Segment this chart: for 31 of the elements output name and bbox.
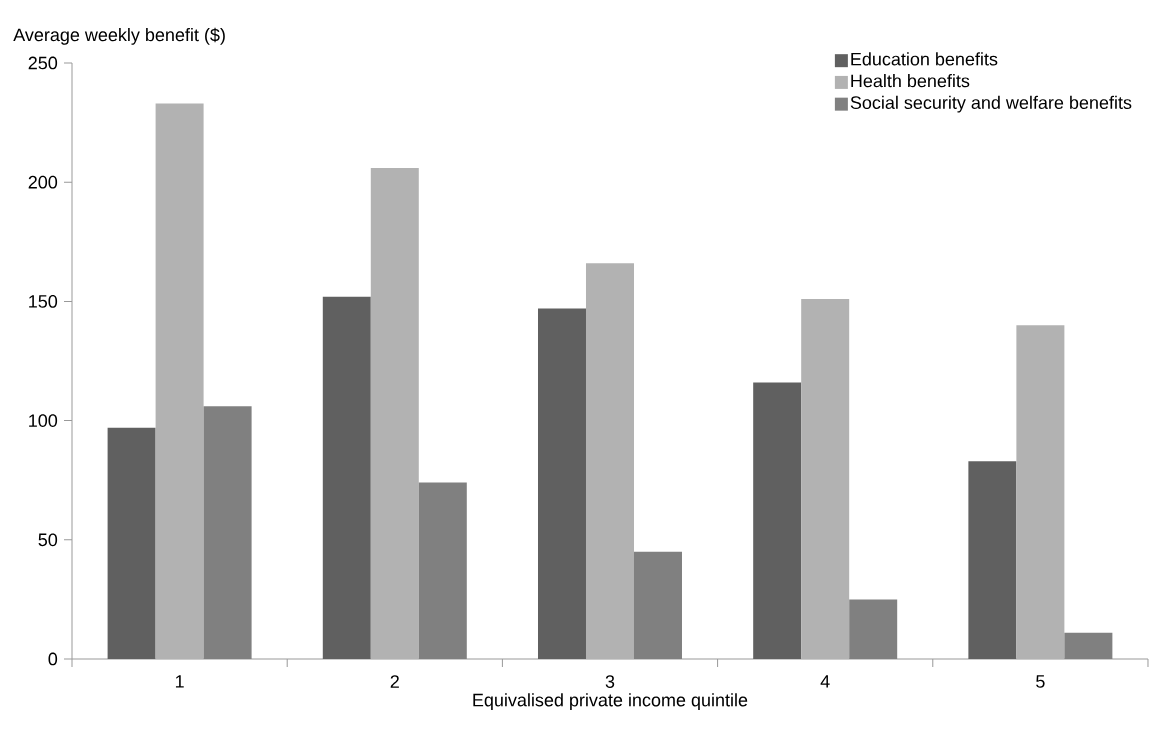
x-tick-label: 5 <box>1036 675 1045 688</box>
y-tick-label: 200 <box>28 175 58 189</box>
y-tick-label: 50 <box>38 533 58 547</box>
bar <box>849 599 898 659</box>
bar <box>322 296 371 659</box>
x-axis-title: Equivalised private income quintile <box>473 693 748 710</box>
x-tick-label: 2 <box>390 675 399 688</box>
y-tick-label: 150 <box>29 295 58 308</box>
bar <box>418 482 467 659</box>
y-axis-title: Average weekly benefit ($) <box>13 27 225 45</box>
y-tick-label: 0 <box>48 652 58 666</box>
x-tick-label: 3 <box>605 675 615 688</box>
x-tick-label: 4 <box>820 675 830 688</box>
bar <box>155 103 204 659</box>
bar <box>370 167 419 659</box>
bar <box>1016 325 1065 659</box>
legend-label: Education benefits <box>851 52 998 66</box>
y-tick-label: 100 <box>29 414 58 427</box>
bar <box>968 461 1017 659</box>
x-tick-label: 1 <box>175 675 184 688</box>
bar <box>801 299 850 659</box>
bar <box>1064 632 1113 659</box>
y-tick-label: 250 <box>28 56 58 70</box>
bar <box>585 263 634 659</box>
bar <box>537 308 586 659</box>
bar <box>753 382 802 659</box>
bar <box>633 551 682 659</box>
legend-label: Social security and welfare benefits <box>850 95 1132 113</box>
legend-label: Health benefits <box>851 74 970 88</box>
bar <box>107 427 156 659</box>
bar <box>203 406 252 659</box>
